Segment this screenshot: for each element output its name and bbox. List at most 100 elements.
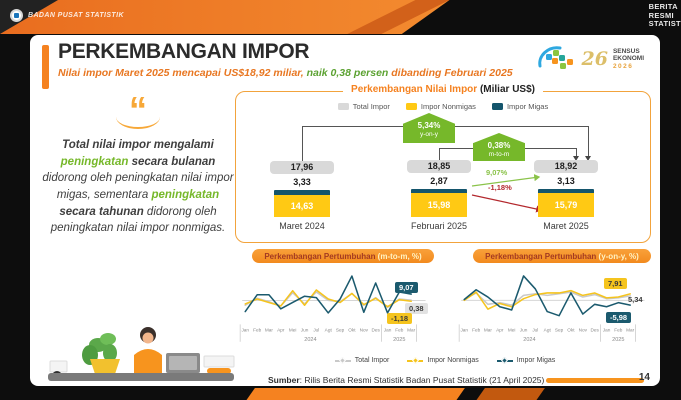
svg-text:Jan: Jan [241, 328, 249, 333]
quote-seg: didorong oleh peningkatan nilai impor no… [50, 205, 226, 235]
sensus-ekonomi-text: SENSUS EKONOMI 2026 [613, 48, 644, 70]
mtm-growth-badge: 0,38% m-to-m [473, 133, 525, 161]
bar-column-februari-2025: 18,85 2,87 15,98 [407, 113, 471, 217]
svg-text:2024: 2024 [523, 337, 535, 343]
yoy-arrowhead-icon [585, 156, 591, 161]
mtm-growth-pct: 0,38% [487, 141, 511, 150]
svg-text:Jul: Jul [532, 328, 538, 333]
yoy-connector-right [588, 126, 589, 156]
mtm-growth-sub: m-to-m [488, 150, 510, 158]
legend-total-impor: Total Impor [334, 356, 389, 364]
bar-chart-zone: 5,34% y-on-y 0,38% m-to-m 9,07% [236, 113, 650, 237]
impor-migas-bar [538, 188, 594, 194]
mtm-arrowhead-icon [573, 156, 579, 161]
svg-text:2025: 2025 [393, 337, 405, 343]
top-band-black [401, 0, 681, 34]
impor-nonmigas-swatch [405, 103, 417, 110]
svg-text:Nov: Nov [579, 328, 588, 333]
source-line: Sumber: Rilis Berita Resmi Statistik Bad… [268, 375, 544, 385]
svg-text:Des: Des [371, 328, 380, 333]
legend-label: Impor Nonmigas [420, 102, 476, 111]
legend-impor-nonmigas: Impor Nonmigas [407, 356, 479, 364]
bar-column-maret-2024: 17,96 3,33 14,63 [270, 113, 334, 217]
main-chart-legend: Total Impor Impor Nonmigas Impor Migas [236, 102, 650, 111]
sensus-year: 2026 [612, 62, 634, 70]
legend-impor-migas: Impor Migas [491, 102, 548, 111]
impor-nonmigas-bar: 14,63 [274, 195, 330, 217]
mini-charts-legend: Total Impor Impor Nonmigas Impor Migas [235, 356, 655, 364]
slide-card: PERKEMBANGAN IMPOR Nilai impor Maret 202… [30, 35, 660, 386]
svg-text:Apr: Apr [496, 328, 504, 333]
page-subtitle: Nilai impor Maret 2025 mencapai US$18,92… [58, 67, 513, 79]
svg-text:Jul: Jul [313, 328, 319, 333]
bps-logo-icon [10, 9, 23, 22]
total-impor-value: 17,96 [270, 161, 334, 175]
quote-block: “ Total nilai impor mengalami peningkata… [42, 89, 234, 237]
impor-nonmigas-value: 15,79 [554, 200, 578, 211]
yoy-title-unit: (y-on-y, %) [598, 251, 639, 261]
source-accent-bar [546, 378, 644, 383]
svg-text:Feb: Feb [472, 328, 480, 333]
svg-text:Sep: Sep [336, 328, 345, 333]
mtm-connector-left [439, 148, 440, 162]
svg-text:Jun: Jun [301, 328, 309, 333]
svg-text:Agt: Agt [544, 328, 552, 333]
mtm-chart-title: Perkembangan Pertumbuhan (m-to-m, %) [252, 249, 434, 263]
page-title: PERKEMBANGAN IMPOR [58, 40, 310, 63]
quote-mark-icon: “ [129, 89, 147, 130]
yoy-title-text: Perkembangan Pertumbuhan [485, 251, 599, 261]
bottom-stripe-1 [245, 388, 465, 400]
subtitle-highlight: naik 0,38 persen [306, 67, 389, 79]
quote-smile-curve [116, 117, 160, 129]
yoy-growth-chart: Perkembangan Pertumbuhan (y-on-y, %) Jan… [456, 249, 668, 353]
bps-org-name: BADAN PUSAT STATISTIK [28, 12, 124, 19]
yoy-line-chart: Jan Feb Mar Apr Mei Jun Jul Agt Sep Okt Nov Des Jan F… [458, 275, 645, 343]
svg-text:Des: Des [590, 328, 599, 333]
impor-migas-bar [274, 190, 330, 196]
impor-migas-value: 3,33 [293, 177, 311, 188]
subtitle-post: dibanding Februari 2025 [388, 67, 513, 79]
migas-growth-label: 9,07% [486, 168, 508, 177]
mtm-line-chart: Jan Feb Mar Apr Mei Jun Jul Agt Sep Okt Nov Des Jan F… [239, 275, 426, 343]
impor-nonmigas-value: 15,98 [427, 200, 451, 210]
quote-seg-green: peningkatan [151, 189, 220, 202]
quote-seg-green: peningkatan [60, 155, 129, 168]
svg-text:Mar: Mar [407, 328, 416, 333]
source-label: Sumber [268, 375, 300, 385]
mtm-migas-endvalue: 9,07 [395, 282, 418, 293]
title-accent-bar [42, 45, 49, 89]
yoy-total-endvalue: 5,34 [628, 295, 643, 304]
category-label: Maret 2025 [543, 221, 589, 231]
svg-text:Jan: Jan [460, 328, 468, 333]
impor-nonmigas-bar: 15,98 [411, 193, 467, 217]
corner-line-3: STATISTIK [648, 19, 681, 29]
bottom-stripe-2 [475, 388, 545, 400]
mtm-growth-chart: Perkembangan Pertumbuhan (m-to-m, %) Jan… [237, 249, 449, 353]
corner-line-1: BERITA [648, 2, 678, 11]
quote-seg: secara bulanan [128, 155, 216, 168]
impor-migas-value: 2,87 [430, 175, 448, 186]
berita-resmi-statistik: BERITA RESMI STATISTIK [648, 2, 681, 29]
impor-migas-swatch [491, 103, 503, 110]
total-impor-marker [334, 356, 351, 364]
sensus-26-numeral: 26 [581, 48, 608, 70]
yoy-nonmigas-endvalue: 7,91 [604, 278, 627, 289]
legend-label: Impor Migas [516, 357, 556, 364]
quote-text: Total nilai impor mengalami peningkatan … [42, 137, 234, 237]
sensus-word: SENSUS [612, 47, 640, 55]
svg-text:Sep: Sep [555, 328, 564, 333]
svg-text:Okt: Okt [567, 328, 575, 333]
total-impor-value: 18,85 [407, 159, 471, 173]
mtm-title-unit: (m-to-m, %) [377, 251, 422, 261]
svg-text:Mar: Mar [265, 328, 274, 333]
quote-seg: secara tahunan [59, 205, 144, 218]
svg-text:Nov: Nov [360, 328, 369, 333]
svg-text:Jan: Jan [384, 328, 392, 333]
legend-total-impor: Total Impor [337, 102, 390, 111]
svg-text:2024: 2024 [304, 337, 316, 343]
yoy-connector-left [302, 126, 303, 164]
ekonomi-word: EKONOMI [612, 55, 644, 63]
yoy-growth-sub: y-on-y [419, 130, 439, 138]
yoy-growth-pct: 5,34% [417, 121, 441, 130]
